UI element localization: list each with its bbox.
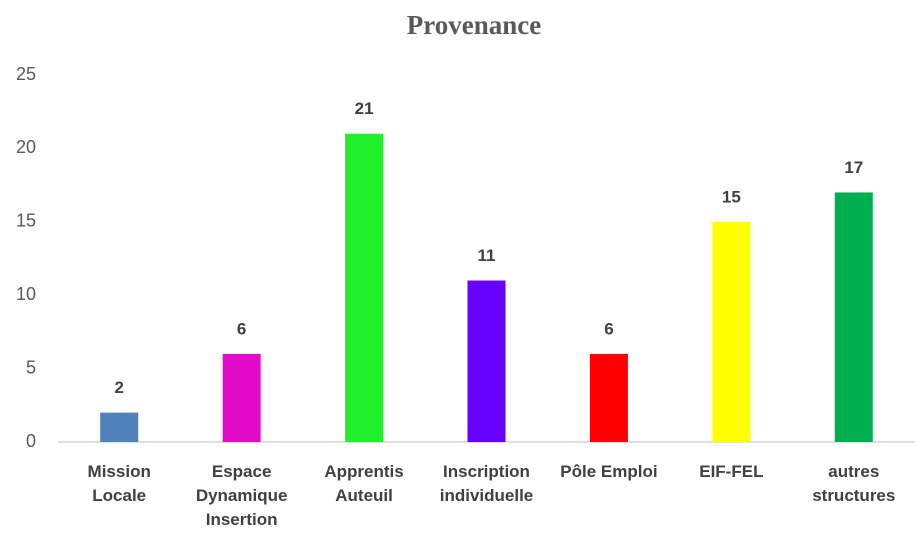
bar bbox=[100, 412, 139, 442]
x-tick-label: Apprentis Auteuil bbox=[324, 462, 404, 505]
data-label: 17 bbox=[844, 158, 863, 177]
x-tick-label: Mission Locale bbox=[87, 462, 151, 505]
bar bbox=[467, 280, 506, 442]
data-label: 15 bbox=[722, 187, 741, 206]
y-tick-label: 10 bbox=[16, 284, 36, 304]
x-tick-label: Pôle Emploi bbox=[560, 462, 658, 481]
x-tick-label: autres structures bbox=[812, 462, 896, 505]
y-tick-label: 5 bbox=[26, 357, 36, 377]
bar bbox=[345, 133, 384, 442]
data-label: 2 bbox=[114, 378, 123, 397]
x-tick-label: EIF-FEL bbox=[699, 462, 764, 481]
x-tick-label: Inscription individuelle bbox=[439, 462, 534, 505]
y-tick-label: 20 bbox=[16, 137, 36, 157]
data-label: 6 bbox=[237, 319, 246, 338]
bar bbox=[834, 192, 873, 442]
data-label: 21 bbox=[355, 99, 374, 118]
y-tick-label: 15 bbox=[16, 211, 36, 231]
bar bbox=[589, 353, 628, 442]
data-label: 6 bbox=[604, 319, 613, 338]
chart-title: Provenance bbox=[407, 10, 541, 40]
bar bbox=[712, 221, 751, 442]
x-tick-label: Espace Dynamique Insertion bbox=[195, 462, 288, 529]
bar bbox=[222, 353, 261, 442]
data-label: 11 bbox=[478, 246, 496, 265]
y-tick-label: 0 bbox=[26, 431, 36, 451]
y-tick-label: 25 bbox=[16, 64, 36, 84]
